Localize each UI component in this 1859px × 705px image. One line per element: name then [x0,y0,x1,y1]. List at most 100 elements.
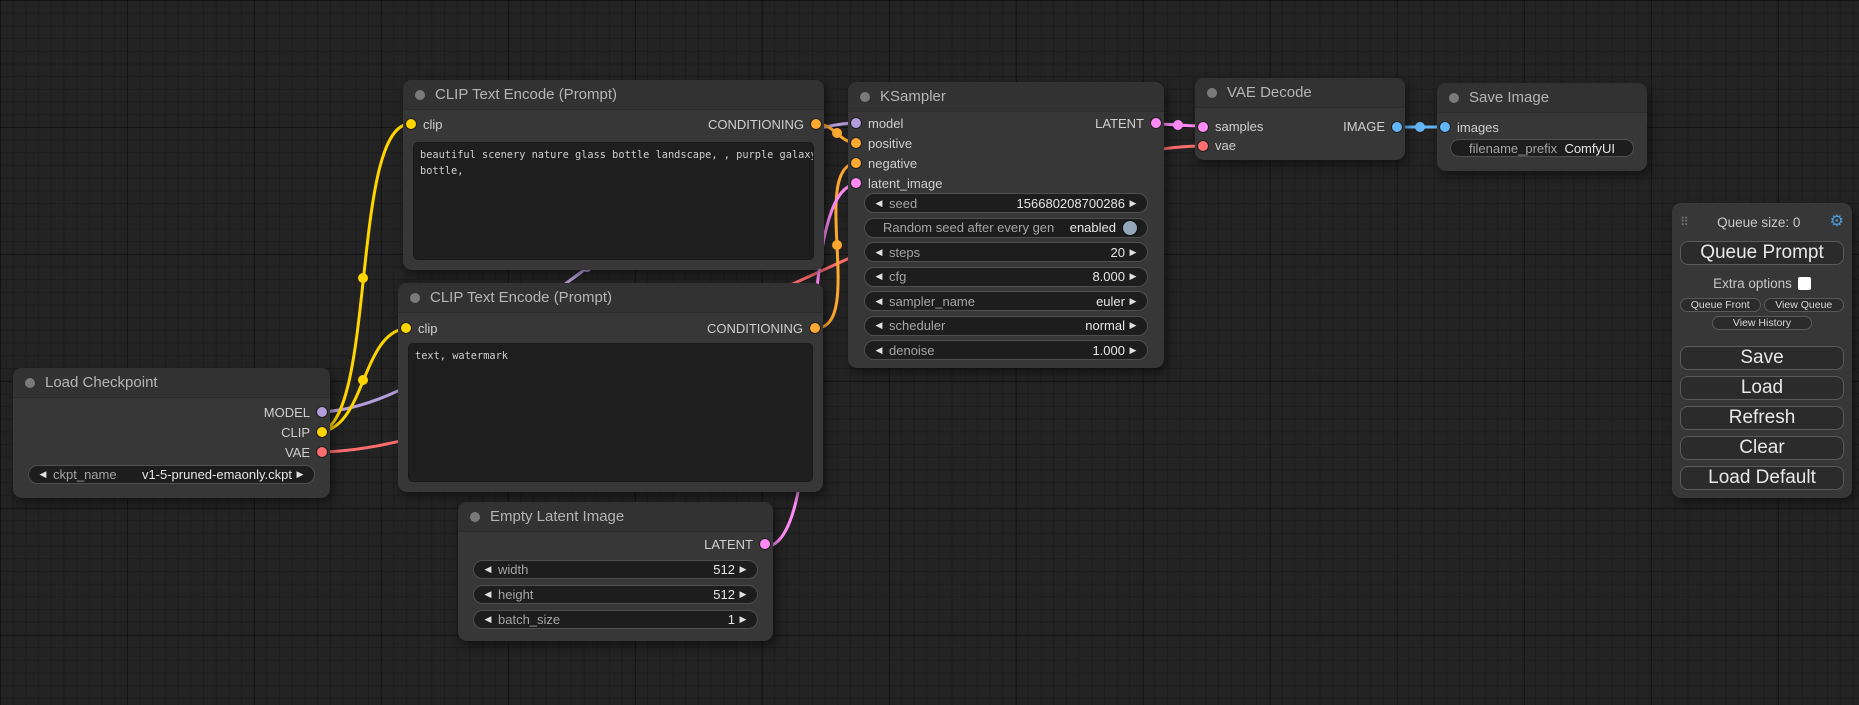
node-titlebar[interactable]: CLIP Text Encode (Prompt) [398,283,823,313]
view-history-button[interactable]: View History [1712,316,1812,330]
collapse-dot-icon[interactable] [860,91,870,102]
input-socket-images[interactable] [1440,122,1450,132]
save-button[interactable]: Save [1680,346,1844,370]
input-label-latent-image: latent_image [868,175,943,191]
widget-value: 20 [1110,244,1125,260]
collapse-dot-icon[interactable] [415,89,425,100]
widget-label: Random seed after every gen [883,220,1055,235]
prompt-textarea[interactable]: beautiful scenery nature glass bottle la… [413,142,814,260]
drag-handle-icon[interactable]: ⠿ [1680,215,1689,229]
input-socket-vae[interactable] [1198,140,1208,151]
arrow-right-icon[interactable]: ▶ [1129,320,1137,330]
node-titlebar[interactable]: VAE Decode [1195,78,1405,108]
arrow-right-icon[interactable]: ▶ [739,589,747,599]
input-label-negative: negative [868,155,918,171]
link-dot [358,273,368,283]
arrow-left-icon[interactable]: ◀ [484,614,492,624]
input-socket-positive[interactable] [851,138,861,148]
input-label-images: images [1457,119,1499,135]
extra-options-checkbox[interactable] [1797,277,1811,290]
arrow-left-icon[interactable]: ◀ [875,295,883,306]
output-socket-latent[interactable] [1151,118,1161,128]
node-titlebar[interactable]: Empty Latent Image [458,502,773,532]
arrow-left-icon[interactable]: ◀ [875,320,883,330]
collapse-dot-icon[interactable] [410,292,420,303]
input-label-samples: samples [1215,119,1264,134]
widget-label: cfg [889,269,907,284]
widget-denoise[interactable]: ◀ denoise 1.000 ▶ [864,340,1148,360]
output-socket-conditioning[interactable] [810,323,820,333]
node-titlebar[interactable]: CLIP Text Encode (Prompt) [403,80,824,110]
arrow-right-icon[interactable]: ▶ [1129,344,1137,355]
node-titlebar[interactable]: Save Image [1437,83,1647,113]
load-button[interactable]: Load [1680,376,1844,400]
arrow-left-icon[interactable]: ◀ [875,271,883,281]
output-socket-conditioning[interactable] [811,119,821,129]
collapse-dot-icon[interactable] [470,511,480,522]
arrow-right-icon[interactable]: ▶ [1129,246,1137,257]
widget-height[interactable]: ◀ height 512 ▶ [473,585,758,604]
widget-value: normal [1085,318,1125,333]
arrow-right-icon[interactable]: ▶ [296,469,304,479]
node-clip-text-encode-positive[interactable]: CLIP Text Encode (Prompt) clip CONDITION… [403,80,824,270]
queue-front-button[interactable]: Queue Front [1680,298,1761,312]
node-empty-latent-image[interactable]: Empty Latent Image LATENT ◀ width 512 ▶ … [458,502,773,641]
input-socket-clip[interactable] [401,323,411,333]
node-save-image[interactable]: Save Image images filename_prefix ComfyU… [1437,83,1647,171]
output-socket-latent[interactable] [760,539,770,549]
widget-ckpt-name[interactable]: ◀ ckpt_name v1-5-pruned-emaonly.ckpt ▶ [28,465,315,484]
widget-random-seed[interactable]: Random seed after every gen enabled [864,217,1148,238]
widget-scheduler[interactable]: ◀ scheduler normal ▶ [864,315,1148,336]
queue-prompt-button[interactable]: Queue Prompt [1680,241,1844,265]
collapse-dot-icon[interactable] [1449,92,1459,103]
widget-cfg[interactable]: ◀ cfg 8.000 ▶ [864,266,1148,287]
node-ksampler[interactable]: KSampler model LATENT positive negative [848,82,1164,368]
arrow-right-icon[interactable]: ▶ [1129,271,1137,281]
toggle-circle-icon[interactable] [1123,220,1137,235]
widget-batch-size[interactable]: ◀ batch_size 1 ▶ [473,610,758,629]
input-socket-latent-image[interactable] [851,178,861,188]
clear-button[interactable]: Clear [1680,436,1844,460]
input-socket-model[interactable] [851,118,861,128]
widget-label: ckpt_name [53,467,117,482]
widget-value: ComfyUI [1564,140,1615,156]
widget-filename-prefix[interactable]: filename_prefix ComfyUI [1450,139,1634,157]
output-socket-vae[interactable] [317,447,327,457]
node-title-label: CLIP Text Encode (Prompt) [435,86,618,103]
arrow-left-icon[interactable]: ◀ [484,564,492,574]
input-socket-negative[interactable] [851,158,861,168]
node-vae-decode[interactable]: VAE Decode samples IMAGE vae [1195,78,1405,160]
settings-gear-icon[interactable]: ⚙ [1829,213,1844,230]
link-dot [1173,120,1183,130]
arrow-right-icon[interactable]: ▶ [739,564,747,574]
node-titlebar[interactable]: Load Checkpoint [13,368,330,398]
arrow-left-icon[interactable]: ◀ [875,197,883,208]
input-socket-samples[interactable] [1198,121,1208,132]
node-load-checkpoint[interactable]: Load Checkpoint MODEL CLIP VAE ◀ ckpt_na… [13,368,330,498]
output-socket-clip[interactable] [317,427,327,437]
input-socket-clip[interactable] [406,119,416,129]
link-dot [1415,122,1425,132]
arrow-right-icon[interactable]: ▶ [1129,295,1137,306]
arrow-left-icon[interactable]: ◀ [484,589,492,599]
widget-width[interactable]: ◀ width 512 ▶ [473,560,758,579]
node-clip-text-encode-negative[interactable]: CLIP Text Encode (Prompt) clip CONDITION… [398,283,823,492]
arrow-left-icon[interactable]: ◀ [875,246,883,257]
collapse-dot-icon[interactable] [1207,87,1217,98]
load-default-button[interactable]: Load Default [1680,466,1844,490]
widget-seed[interactable]: ◀ seed 156680208700286 ▶ [864,193,1148,213]
output-socket-image[interactable] [1392,121,1402,132]
arrow-right-icon[interactable]: ▶ [1129,197,1137,208]
output-socket-model[interactable] [317,407,327,417]
node-titlebar[interactable]: KSampler [848,82,1164,112]
widget-steps[interactable]: ◀ steps 20 ▶ [864,242,1148,262]
collapse-dot-icon[interactable] [25,377,35,388]
refresh-button[interactable]: Refresh [1680,406,1844,430]
arrow-right-icon[interactable]: ▶ [739,614,747,624]
arrow-left-icon[interactable]: ◀ [875,344,883,355]
prompt-textarea[interactable]: text, watermark [408,343,813,482]
widget-sampler-name[interactable]: ◀ sampler_name euler ▶ [864,291,1148,311]
view-queue-button[interactable]: View Queue [1763,298,1844,312]
output-label-clip: CLIP [281,424,310,440]
arrow-left-icon[interactable]: ◀ [39,469,47,479]
